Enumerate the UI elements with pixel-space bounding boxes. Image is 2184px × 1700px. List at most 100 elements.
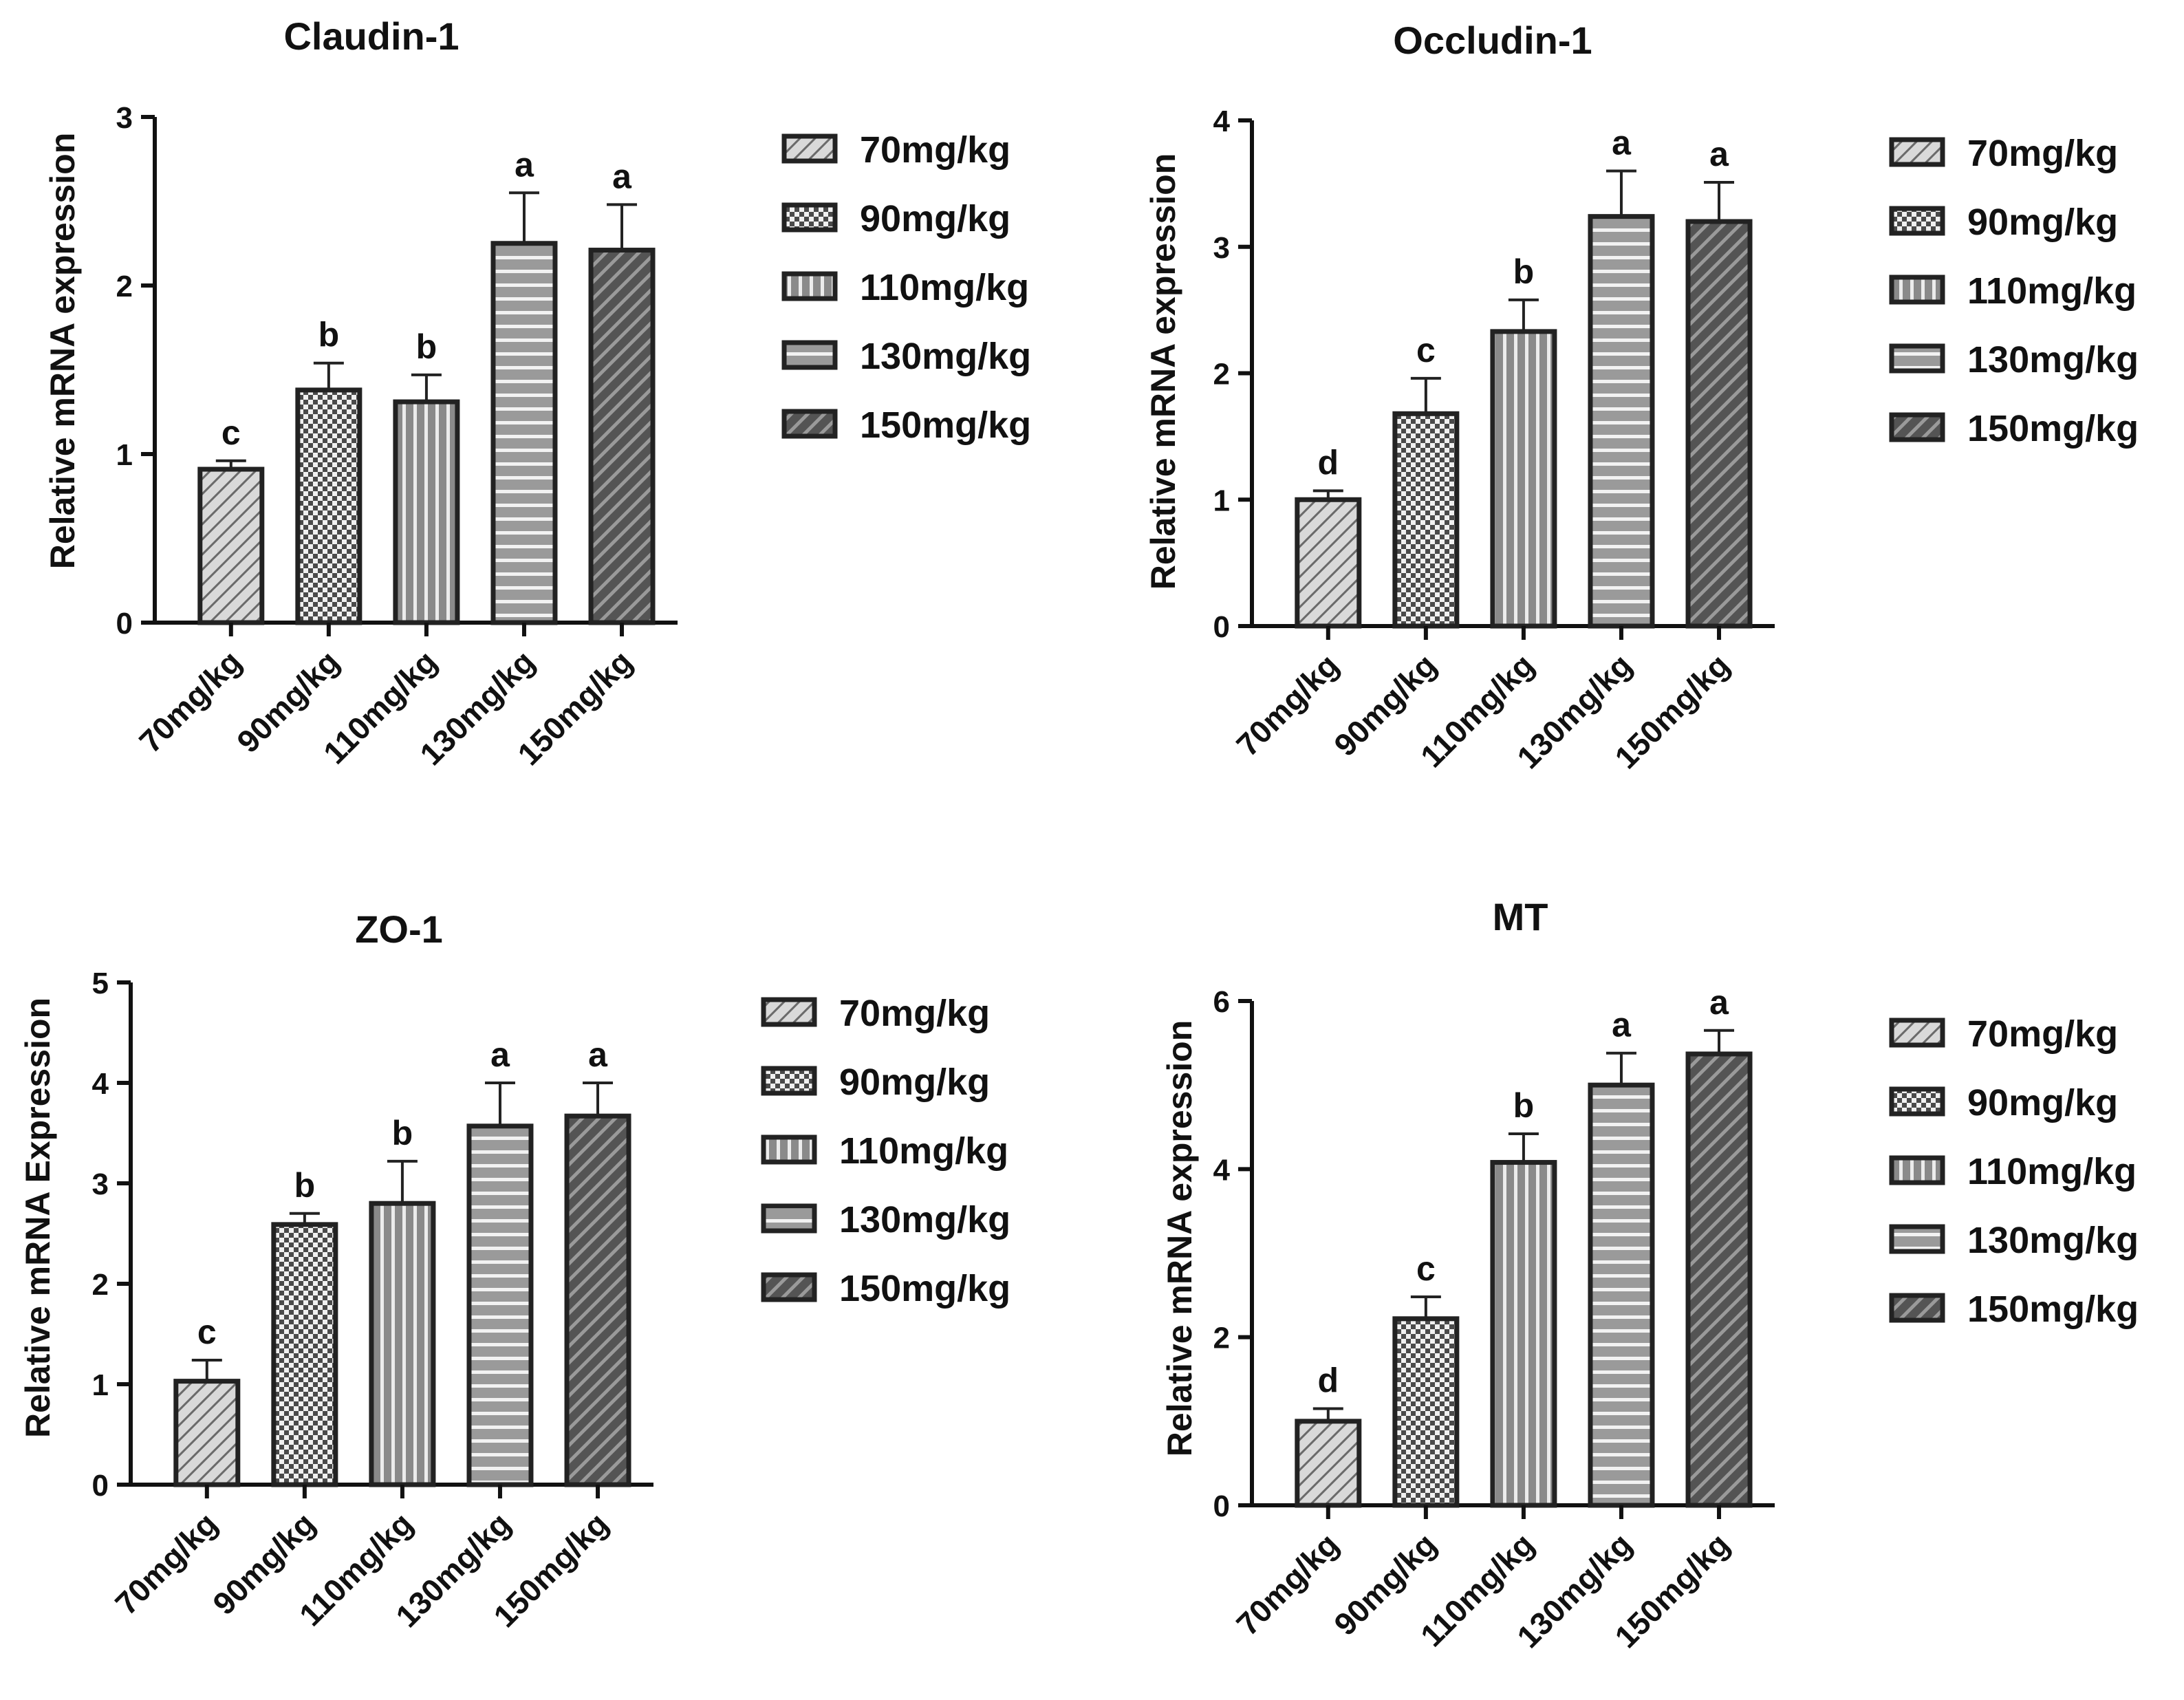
y-tick-label: 0 (1213, 1489, 1230, 1523)
chart-occludin-1: Occludin-1 Relative mRNA expression 0 1 2 3… (1144, 19, 2139, 775)
bar-70mg-kg (197, 466, 265, 625)
y-tick-label: 4 (92, 1067, 109, 1101)
legend-swatch (781, 133, 838, 164)
bar-90mg-kg (1392, 1316, 1460, 1508)
legend-label: 130mg/kg (839, 1199, 1010, 1240)
y-tick-label: 3 (1213, 231, 1230, 265)
bar-130mg-kg (490, 241, 558, 625)
chart-title: ZO-1 (355, 907, 443, 951)
bar-90mg-kg (295, 387, 363, 625)
significance-label: b (1513, 252, 1535, 291)
legend-label: 70mg/kg (1967, 133, 2118, 174)
bar-150mg-kg (588, 248, 656, 625)
y-tick-label: 0 (92, 1469, 109, 1503)
significance-label: b (1513, 1086, 1535, 1125)
legend-swatch (761, 1066, 817, 1096)
legend-swatch (1889, 1224, 1945, 1254)
y-tick-label: 6 (1213, 985, 1230, 1019)
chart-claudin-1: Claudin-1 Relative mRNA expression 0 1 2 3 c… (43, 14, 1031, 772)
legend: 70mg/kg 90mg/kg 110mg/kg 130mg/kg 150mg/kg (1889, 1013, 2139, 1330)
bar-70mg-kg (173, 1379, 241, 1487)
significance-label: b (392, 1114, 413, 1152)
bar-130mg-kg (1588, 1082, 1655, 1508)
significance-label: c (197, 1313, 217, 1351)
chart-title: Occludin-1 (1393, 19, 1592, 62)
plot-area: 01234d70mg/kgc90mg/kgb110mg/kga130mg/kga… (1213, 105, 1775, 775)
legend-label: 150mg/kg (860, 405, 1031, 446)
legend-label: 110mg/kg (1967, 270, 2137, 312)
bar-90mg-kg (271, 1222, 338, 1487)
legend-label: 150mg/kg (1967, 1289, 2139, 1330)
bar-150mg-kg (1685, 219, 1753, 629)
bar-110mg-kg (1490, 1160, 1557, 1508)
legend-swatch (761, 1272, 817, 1302)
y-tick-label: 0 (116, 607, 133, 641)
y-tick-label: 1 (92, 1368, 109, 1402)
legend-swatch (1889, 343, 1945, 374)
significance-label: b (318, 316, 340, 354)
legend-label: 150mg/kg (1967, 408, 2139, 449)
significance-label: a (1709, 135, 1729, 173)
x-tick-label: 70mg/kg (1229, 1526, 1345, 1642)
y-tick-label: 5 (92, 967, 109, 1000)
legend-label: 130mg/kg (860, 336, 1031, 377)
legend-swatch (781, 202, 838, 233)
x-tick-label: 70mg/kg (132, 643, 248, 760)
y-tick-label: 4 (1213, 1153, 1231, 1187)
legend-label: 150mg/kg (839, 1268, 1010, 1309)
legend-swatch (1889, 206, 1945, 236)
chart-mt: MT Relative mRNA expression 0 2 4 6 d 70mg/kg… (1160, 895, 2139, 1655)
legend-swatch (1889, 275, 1945, 305)
y-tick-label: 1 (116, 438, 133, 472)
x-tick-label: 70mg/kg (1229, 647, 1345, 763)
legend-swatch (761, 1134, 817, 1165)
significance-label: c (1416, 331, 1436, 369)
bar-130mg-kg (466, 1123, 534, 1487)
significance-label: a (515, 145, 534, 184)
y-axis-label: Relative mRNA expression (1144, 153, 1182, 590)
legend-label: 90mg/kg (839, 1062, 990, 1103)
bar-90mg-kg (1392, 411, 1460, 629)
y-axis-label: Relative mRNA expression (43, 133, 82, 570)
significance-label: a (612, 157, 632, 195)
legend-label: 90mg/kg (860, 198, 1010, 239)
bar-130mg-kg (1588, 214, 1655, 629)
legend-swatch (781, 409, 838, 439)
bar-70mg-kg (1295, 1419, 1362, 1508)
bar-110mg-kg (1490, 329, 1557, 629)
y-tick-label: 4 (1213, 105, 1231, 138)
significance-label: d (1318, 1362, 1339, 1400)
y-tick-label: 2 (1213, 1322, 1230, 1355)
legend-label: 130mg/kg (1967, 339, 2139, 380)
significance-label: b (294, 1166, 316, 1205)
chart-title: MT (1493, 895, 1548, 938)
legend-swatch (1889, 1293, 1945, 1323)
y-tick-label: 2 (116, 270, 133, 303)
legend-swatch (761, 1203, 817, 1234)
legend-swatch (1889, 412, 1945, 442)
legend-swatch (781, 340, 838, 370)
significance-label: c (1416, 1249, 1436, 1288)
legend-label: 130mg/kg (1967, 1220, 2139, 1261)
significance-label: c (221, 413, 241, 452)
plot-area: 0246d70mg/kgc90mg/kgb110mg/kga130mg/kga1… (1213, 983, 1775, 1655)
significance-label: a (490, 1035, 510, 1074)
significance-label: a (1709, 983, 1729, 1022)
legend: 70mg/kg 90mg/kg 110mg/kg 130mg/kg 150mg/kg (781, 129, 1031, 446)
significance-label: a (1612, 1006, 1632, 1044)
legend-swatch (781, 271, 838, 301)
legend-label: 110mg/kg (839, 1130, 1008, 1172)
chart-zo-1: ZO-1 Relative mRNA Expression 0 1 2 3 4 5 c 70m… (19, 907, 1010, 1634)
y-tick-label: 3 (92, 1168, 109, 1201)
legend-swatch (1889, 137, 1945, 167)
y-tick-label: 1 (1213, 484, 1230, 517)
legend-label: 90mg/kg (1967, 1082, 2118, 1123)
bar-70mg-kg (1295, 497, 1362, 629)
significance-label: d (1318, 443, 1339, 482)
bar-110mg-kg (393, 399, 460, 625)
legend-swatch (1889, 1018, 1945, 1048)
legend-label: 70mg/kg (860, 129, 1010, 171)
legend-swatch (1889, 1086, 1945, 1117)
x-tick-label: 70mg/kg (108, 1505, 224, 1622)
